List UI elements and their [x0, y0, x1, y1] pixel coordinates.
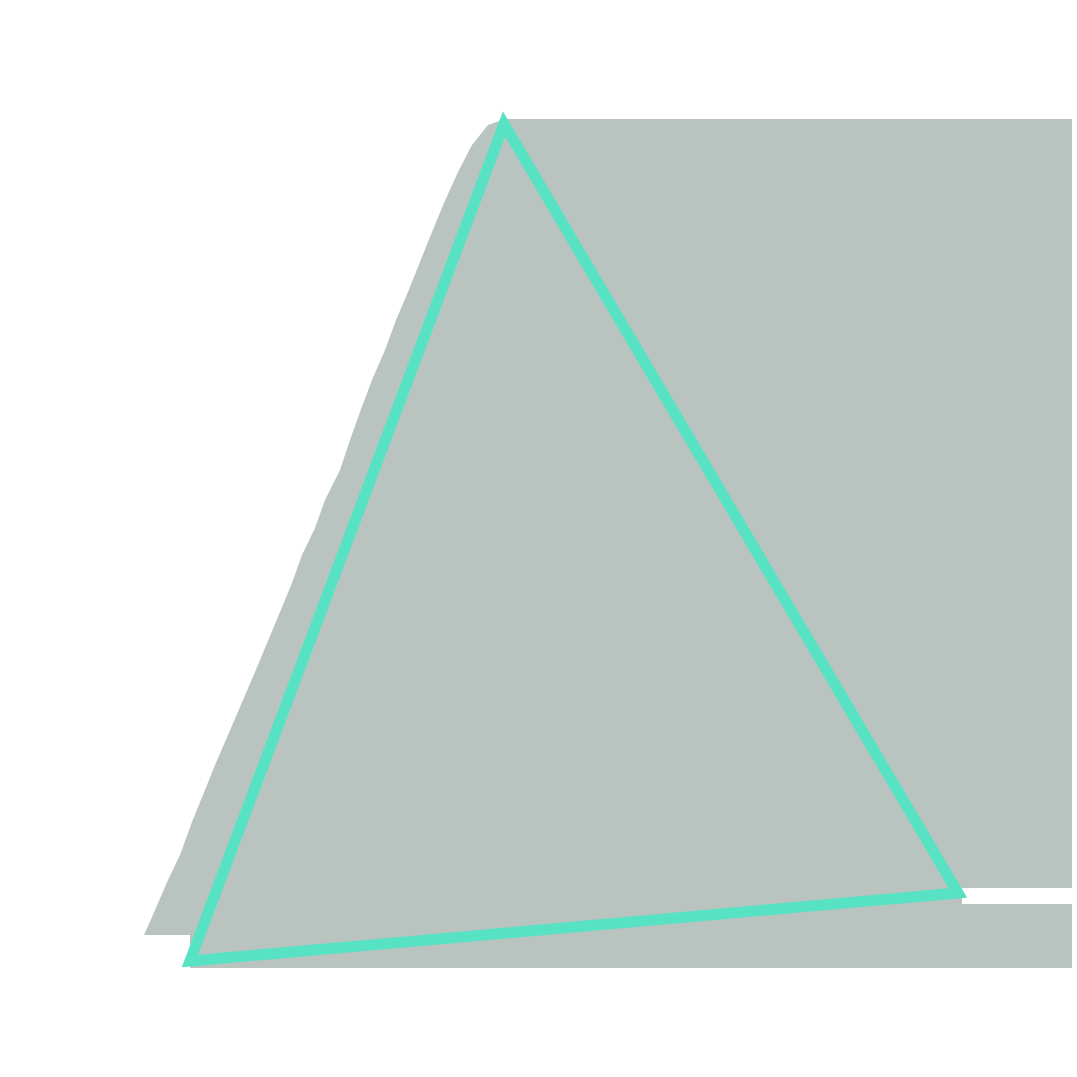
grey-backdrop-shape: [144, 119, 1072, 968]
teal-triangle-outline: [181, 111, 968, 968]
